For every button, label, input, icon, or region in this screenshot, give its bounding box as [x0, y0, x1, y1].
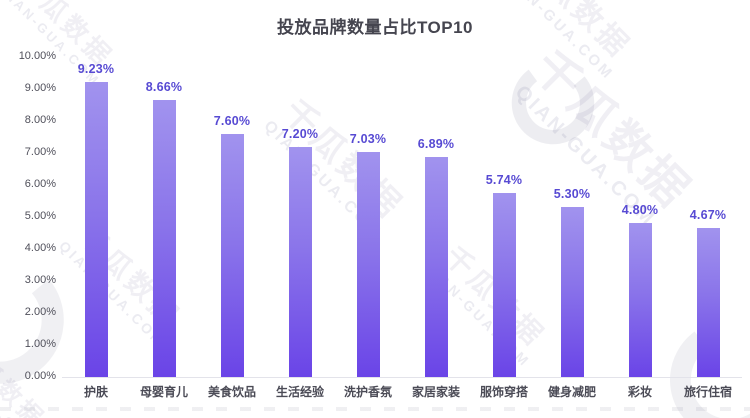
bar: [492, 193, 516, 377]
x-category-label: 护肤: [83, 385, 108, 399]
y-tick-label: 1.00%: [24, 338, 56, 350]
y-tick-label: 6.00%: [24, 178, 56, 190]
x-category-label: 彩妆: [627, 385, 652, 399]
x-axis: 护肤 母婴育儿 美食饮品 生活经验 洗护香氛 家居家装 服饰穿搭 健身减肥 彩妆 旅行住宿: [62, 383, 742, 409]
y-tick-label: 10.00%: [18, 50, 56, 62]
bar: [560, 207, 584, 377]
bar-value-label: 4.67%: [689, 207, 727, 222]
bar: [628, 223, 652, 377]
y-tick-label: 5.00%: [24, 210, 56, 222]
x-category-label: 旅行住宿: [683, 385, 732, 399]
bar-slot: 7.20%: [266, 57, 334, 377]
bar: [696, 227, 720, 377]
y-tick-label: 7.00%: [24, 146, 56, 158]
x-category-label: 家居家装: [411, 385, 460, 399]
bar-slot: 7.60%: [198, 57, 266, 377]
x-category-label: 美食饮品: [207, 385, 256, 399]
x-axis-line: [62, 377, 742, 378]
bar-value-label: 7.60%: [213, 113, 251, 128]
bar-value-label: 5.30%: [553, 187, 591, 202]
bar-value-label: 7.03%: [349, 132, 387, 147]
bar: [356, 152, 380, 377]
bar: [288, 146, 312, 377]
bar-slot: 4.80%: [606, 57, 674, 377]
chart-title: 投放品牌数量占比TOP10: [276, 18, 474, 37]
bar-slot: 9.23%: [62, 57, 130, 377]
bar-value-label: 5.74%: [485, 173, 523, 188]
y-tick-label: 4.00%: [24, 242, 56, 254]
y-tick-label: 0.00%: [24, 370, 56, 382]
bar: [424, 156, 448, 377]
y-tick-label: 8.00%: [24, 114, 56, 126]
bar-slot: 8.66%: [130, 57, 198, 377]
x-category-label: 母婴育儿: [139, 385, 188, 399]
x-category-label: 洗护香氛: [343, 385, 392, 399]
bar-value-label: 6.89%: [417, 136, 455, 151]
y-tick-label: 9.00%: [24, 82, 56, 94]
bar-slot: 6.89%: [402, 57, 470, 377]
y-tick-label: 2.00%: [24, 306, 56, 318]
bar: [152, 99, 176, 377]
bar-value-label: 4.80%: [621, 203, 659, 218]
bar: [84, 81, 108, 377]
plot-area: 9.23% 8.66% 7.60% 7.20% 7.03% 6.89% 5.74% 5.30%…: [62, 57, 742, 377]
bar-slot: 5.30%: [538, 57, 606, 377]
x-category-label: 生活经验: [275, 385, 324, 399]
y-tick-label: 3.00%: [24, 274, 56, 286]
x-category-label: 服饰穿搭: [479, 385, 528, 399]
bar: [220, 133, 244, 377]
x-category-label: 健身减肥: [547, 385, 596, 399]
y-axis: 0.00% 1.00% 2.00% 3.00% 4.00% 5.00% 6.00% 7.00%…: [0, 0, 56, 418]
bar-slot: 7.03%: [334, 57, 402, 377]
bar-slot: 4.67%: [674, 57, 742, 377]
bar-value-label: 9.23%: [77, 61, 115, 76]
bar-value-label: 7.20%: [281, 126, 319, 141]
bar-value-label: 8.66%: [145, 79, 183, 94]
bar-slot: 5.74%: [470, 57, 538, 377]
